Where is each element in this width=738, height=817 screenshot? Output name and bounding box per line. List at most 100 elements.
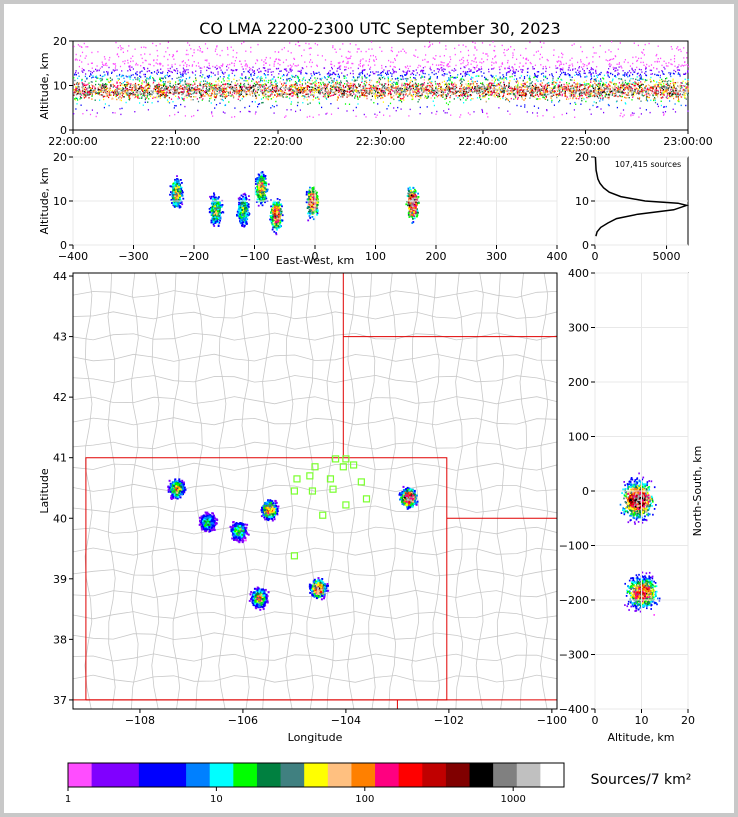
source-cell — [348, 86, 350, 88]
source-cell — [175, 95, 177, 97]
source-cell — [178, 93, 180, 95]
source-cell — [167, 70, 169, 72]
source-cell — [122, 60, 124, 63]
source-cell — [104, 89, 106, 91]
source-cell — [633, 94, 635, 97]
source-cell — [645, 91, 647, 93]
source-cell — [613, 83, 615, 85]
source-cell — [404, 74, 406, 76]
source-cell — [624, 79, 626, 82]
source-cell — [642, 78, 644, 81]
source-cell — [500, 90, 502, 93]
source-cell — [102, 96, 104, 98]
source-cell — [263, 85, 265, 87]
source-cell — [357, 96, 359, 99]
source-cell — [137, 90, 139, 93]
source-cell — [104, 84, 106, 86]
source-cell — [568, 88, 570, 91]
source-cell — [359, 86, 361, 88]
source-cell — [657, 58, 659, 60]
source-cell — [165, 95, 167, 97]
source-cell — [381, 87, 383, 89]
source-cell — [398, 68, 401, 70]
source-cell — [539, 83, 541, 86]
source-cell — [381, 88, 383, 91]
source-cell — [172, 84, 174, 87]
source-cell — [121, 83, 123, 85]
source-cell — [574, 95, 576, 97]
source-cell — [669, 86, 671, 88]
source-cell — [165, 91, 167, 93]
source-cell — [472, 41, 474, 43]
source-cell — [623, 87, 625, 89]
source-cell — [476, 75, 478, 77]
source-cell — [135, 95, 137, 98]
source-cell — [421, 89, 423, 91]
source-cell — [88, 82, 90, 84]
source-cell — [680, 85, 682, 87]
source-cell — [202, 84, 204, 86]
source-cell — [161, 77, 163, 79]
source-cell — [558, 89, 560, 92]
source-cell — [598, 88, 600, 90]
source-cell — [303, 98, 305, 100]
source-cell — [580, 61, 582, 63]
source-cell — [166, 91, 168, 94]
source-cell — [313, 72, 315, 74]
source-cell — [466, 85, 468, 87]
source-cell — [574, 101, 576, 104]
source-cell — [325, 84, 327, 87]
source-cell — [430, 82, 432, 85]
source-cell — [525, 95, 527, 97]
source-cell — [415, 83, 417, 85]
source-cell — [454, 85, 456, 88]
source-cell — [612, 93, 614, 95]
source-cell — [82, 84, 84, 86]
source-cell — [334, 91, 336, 93]
source-cell — [444, 91, 446, 93]
source-cell — [193, 115, 195, 117]
source-cell — [369, 81, 371, 83]
source-cell — [272, 84, 274, 87]
source-cell — [604, 87, 606, 89]
source-cell — [542, 86, 544, 89]
source-cell — [503, 49, 506, 51]
source-cell — [132, 85, 135, 88]
source-cell — [476, 70, 478, 72]
source-cell — [680, 87, 682, 90]
source-cell — [391, 78, 393, 80]
source-cell — [137, 84, 139, 86]
source-cell — [685, 87, 687, 89]
source-cell — [392, 87, 394, 89]
source-cell — [265, 83, 267, 85]
source-cell — [342, 86, 344, 88]
source-cell — [468, 91, 470, 93]
source-cell — [286, 70, 288, 72]
source-cell — [533, 95, 535, 97]
source-cell — [132, 74, 134, 76]
source-cell — [283, 68, 286, 70]
source-cell — [306, 72, 308, 75]
source-cell — [453, 85, 455, 88]
source-cell — [94, 76, 96, 78]
source-cell — [268, 91, 270, 93]
source-cell — [535, 84, 537, 87]
source-cell — [659, 86, 661, 88]
source-cell — [623, 114, 625, 116]
source-cell — [130, 86, 132, 88]
source-cell — [269, 95, 271, 97]
source-cell — [661, 70, 663, 72]
source-cell — [494, 85, 497, 87]
source-cell — [213, 96, 215, 98]
source-cell — [349, 72, 352, 75]
source-cell — [191, 71, 193, 73]
source-cell — [411, 80, 413, 83]
source-cell — [579, 92, 581, 95]
source-cell — [617, 74, 619, 76]
source-cell — [190, 90, 192, 92]
source-cell — [151, 92, 153, 94]
source-cell — [674, 111, 677, 113]
source-cell — [561, 113, 563, 116]
source-cell — [630, 90, 632, 92]
source-cell — [533, 85, 535, 87]
